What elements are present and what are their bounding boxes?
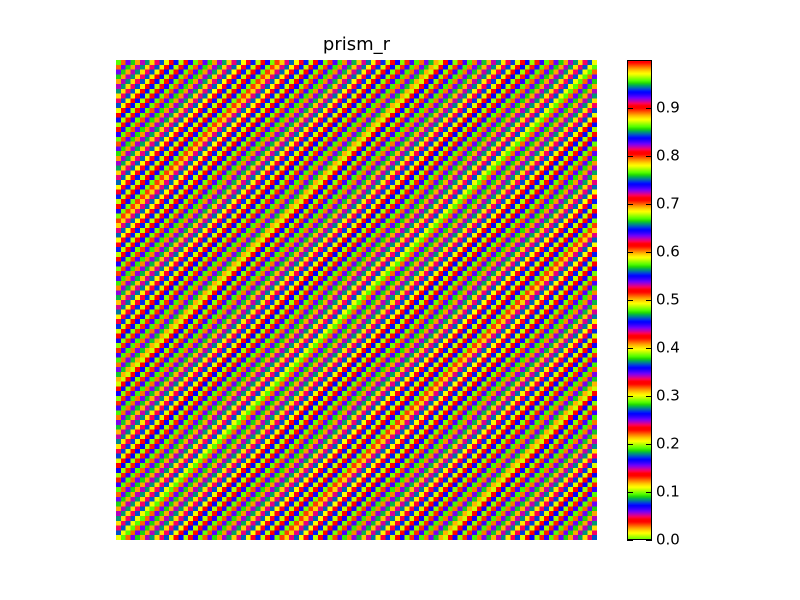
colorbar-tick-mark bbox=[646, 443, 652, 445]
colorbar-tick-label: 0.9 bbox=[656, 98, 680, 117]
colorbar-tick-label: 0.5 bbox=[656, 290, 680, 309]
colorbar-tick-mark-inner bbox=[627, 395, 633, 397]
heatmap-image bbox=[116, 60, 597, 540]
colorbar-tick-mark-inner bbox=[627, 443, 633, 445]
colorbar-tick-mark-inner bbox=[627, 539, 633, 541]
colorbar-tick-mark-inner bbox=[627, 107, 633, 109]
colorbar-tick-label: 0.7 bbox=[656, 194, 680, 213]
colorbar-tick-mark bbox=[646, 251, 652, 253]
colorbar-tick-mark bbox=[646, 155, 652, 157]
colorbar-tick-mark bbox=[646, 395, 652, 397]
colorbar-tick-mark bbox=[646, 491, 652, 493]
colorbar-tick-mark-inner bbox=[627, 203, 633, 205]
colorbar-tick-mark-inner bbox=[627, 491, 633, 493]
colorbar-tick-mark bbox=[646, 539, 652, 541]
colorbar-tick-mark bbox=[646, 107, 652, 109]
colorbar-tick-label: 0.3 bbox=[656, 386, 680, 405]
colorbar-tick-label: 0.4 bbox=[656, 338, 680, 357]
colorbar-tick-label: 0.2 bbox=[656, 434, 680, 453]
colorbar-tick-mark-inner bbox=[627, 251, 633, 253]
colorbar-tick-mark bbox=[646, 203, 652, 205]
colorbar-tick-mark bbox=[646, 299, 652, 301]
colorbar-tick-label: 0.1 bbox=[656, 482, 680, 501]
colorbar-tick-mark-inner bbox=[627, 347, 633, 349]
colorbar-tick-label: 0.0 bbox=[656, 530, 680, 549]
colorbar-tick-mark-inner bbox=[627, 155, 633, 157]
colorbar-tick-label: 0.6 bbox=[656, 242, 680, 261]
colorbar-tick-mark bbox=[646, 347, 652, 349]
colorbar-tick-label: 0.8 bbox=[656, 146, 680, 165]
chart-title: prism_r bbox=[322, 34, 391, 55]
colorbar-tick-mark-inner bbox=[627, 299, 633, 301]
